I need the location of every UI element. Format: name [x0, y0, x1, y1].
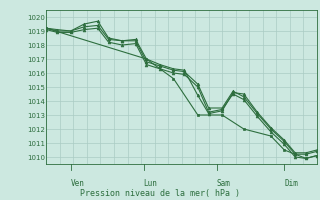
Text: Sam: Sam [217, 179, 231, 188]
Text: Ven: Ven [71, 179, 84, 188]
Text: Lun: Lun [144, 179, 158, 188]
Text: Dim: Dim [284, 179, 298, 188]
Text: Pression niveau de la mer( hPa ): Pression niveau de la mer( hPa ) [80, 189, 240, 198]
